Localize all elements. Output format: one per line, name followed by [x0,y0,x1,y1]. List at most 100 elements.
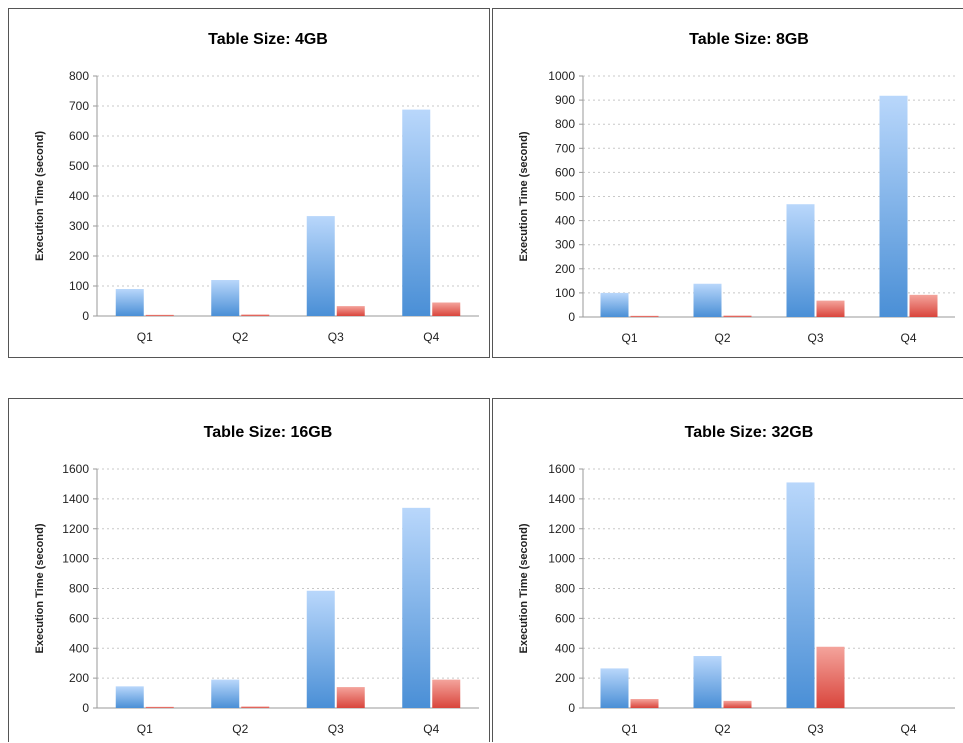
chart-panel-32gb: Table Size: 32GB Execution Time (second) 0… [492,398,963,742]
y-tick-label: 1600 [548,462,575,476]
y-tick-label: 800 [555,117,575,131]
bar-series-2 [816,646,845,708]
x-tick-label: Q3 [807,331,823,345]
y-tick-label: 400 [555,214,575,228]
chart-title: Table Size: 16GB [204,424,333,441]
chart-32gb: Table Size: 32GB Execution Time (second) 0… [518,424,955,736]
x-tick-label: Q4 [900,722,916,736]
chart-panel-8gb: Table Size: 8GB Execution Time (second) 0 1… [492,8,963,358]
y-tick-label: 1400 [62,492,89,506]
y-tick-label: 800 [555,582,575,596]
y-tick-label: 700 [555,141,575,155]
y-tick-label: 200 [555,262,575,276]
y-tick-label: 500 [555,190,575,204]
chart-panel-16gb: Table Size: 16GB Execution Time (second) 0… [8,398,490,742]
bar-series-1 [211,679,240,708]
y-tick-label: 1000 [548,552,575,566]
bar-series-1 [600,292,629,317]
y-tick-label: 1200 [548,522,575,536]
x-tick-label: Q2 [714,722,730,736]
x-tick-label: Q4 [423,722,439,736]
x-tick-label: Q4 [900,331,916,345]
bar-series-2 [145,314,174,316]
x-tick-label: Q1 [137,330,153,344]
bar-series-1 [306,216,335,316]
y-tick-label: 100 [69,279,89,293]
x-tick-label: Q1 [621,722,637,736]
y-tick-label: 0 [82,701,89,715]
bar-series-2 [723,700,752,708]
chart-title: Table Size: 32GB [685,424,814,441]
y-tick-label: 400 [555,641,575,655]
y-tick-label: 800 [69,582,89,596]
bar-series-2 [241,706,270,708]
y-tick-label: 200 [69,249,89,263]
bar-series-1 [786,204,815,317]
x-tick-label: Q2 [232,722,248,736]
x-tick-label: Q2 [714,331,730,345]
bar-series-2 [909,294,938,317]
bar-series-2 [336,306,365,316]
y-tick-label: 100 [555,286,575,300]
bar-series-2 [241,314,270,316]
bar-series-2 [432,679,461,708]
y-tick-label: 400 [69,189,89,203]
y-tick-label: 600 [555,611,575,625]
bar-series-1 [786,482,815,708]
x-tick-label: Q2 [232,330,248,344]
bar-series-1 [600,668,629,708]
y-tick-label: 0 [568,310,575,324]
y-tick-label: 1400 [548,492,575,506]
bar-series-2 [432,302,461,316]
y-tick-label: 300 [555,238,575,252]
x-tick-label: Q3 [807,722,823,736]
x-tick-label: Q3 [328,330,344,344]
chart-8gb: Table Size: 8GB Execution Time (second) 0 1… [518,31,955,345]
chart-16gb: Table Size: 16GB Execution Time (second) 0… [34,424,479,736]
x-tick-label: Q1 [621,331,637,345]
y-tick-label: 1600 [62,462,89,476]
y-tick-label: 800 [69,69,89,83]
y-tick-label: 600 [69,129,89,143]
bar-series-2 [145,706,174,708]
chart-4gb: Table Size: 4GB Execution Time (second) 0 1… [34,31,479,344]
y-tick-label: 200 [69,671,89,685]
bar-series-1 [693,656,722,708]
y-tick-label: 400 [69,641,89,655]
bar-series-2 [816,300,845,317]
y-axis-label: Execution Time (second) [518,131,530,261]
y-tick-label: 0 [82,309,89,323]
bar-series-1 [879,95,908,318]
chart-title: Table Size: 8GB [689,31,809,48]
bar-series-1 [306,590,335,708]
bar-series-2 [723,315,752,317]
bar-series-1 [211,280,240,316]
y-tick-label: 200 [555,671,575,685]
y-axis-label: Execution Time (second) [34,131,46,261]
y-tick-label: 1000 [548,69,575,83]
y-tick-label: 1000 [62,552,89,566]
y-tick-label: 600 [555,165,575,179]
chart-title: Table Size: 4GB [208,31,328,48]
bar-series-1 [402,507,431,708]
bar-series-1 [115,289,144,316]
bar-series-1 [693,283,722,317]
x-tick-label: Q4 [423,330,439,344]
y-tick-label: 300 [69,219,89,233]
chart-panel-4gb: Table Size: 4GB Execution Time (second) 0 1… [8,8,490,358]
y-tick-label: 700 [69,99,89,113]
y-axis-label: Execution Time (second) [34,523,46,653]
bar-series-2 [630,315,659,317]
bar-series-2 [630,699,659,708]
bar-series-1 [402,109,431,316]
x-tick-label: Q3 [328,722,344,736]
bar-series-2 [336,687,365,708]
y-tick-label: 1200 [62,522,89,536]
bar-series-1 [115,686,144,708]
y-tick-label: 900 [555,93,575,107]
x-tick-label: Q1 [137,722,153,736]
y-axis-label: Execution Time (second) [518,523,530,653]
y-tick-label: 0 [568,701,575,715]
y-tick-label: 600 [69,611,89,625]
y-tick-label: 500 [69,159,89,173]
